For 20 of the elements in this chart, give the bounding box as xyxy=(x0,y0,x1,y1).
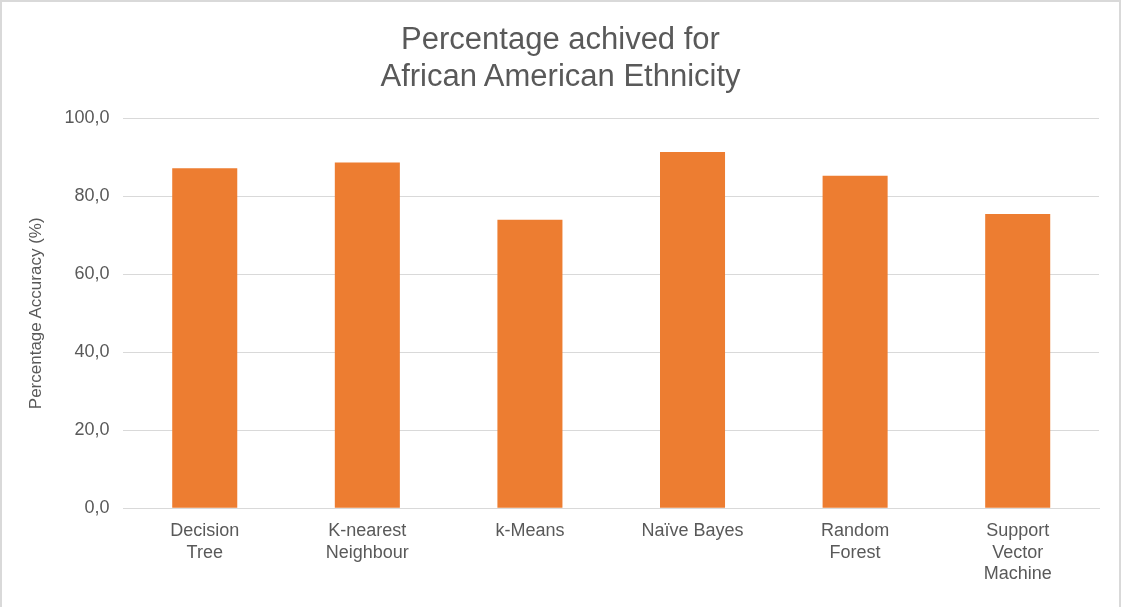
y-tick-label: 60,0 xyxy=(74,263,110,284)
bar xyxy=(660,151,726,508)
x-tick-label: Support Vector Machine xyxy=(983,519,1052,584)
bar xyxy=(172,168,238,508)
x-tick-label: Random Forest xyxy=(821,519,890,562)
bar xyxy=(985,213,1051,508)
y-tick-label: 0,0 xyxy=(84,497,110,518)
x-tick-label: Decision Tree xyxy=(170,519,240,562)
x-tick-label: K-nearest Neighbour xyxy=(325,519,409,562)
bar xyxy=(822,175,888,508)
bar xyxy=(497,219,563,508)
chart-title: Percentage achived for African American Ethnicity xyxy=(380,21,742,94)
x-tick-label: Naïve Bayes xyxy=(641,519,744,540)
y-tick-label: 80,0 xyxy=(74,185,110,206)
y-tick-label: 40,0 xyxy=(74,341,110,362)
x-tick-label: k-Means xyxy=(495,519,565,540)
y-tick-label: 20,0 xyxy=(74,419,110,440)
y-axis-title: Percentage Accuracy (%) xyxy=(25,217,45,410)
bar xyxy=(334,162,400,508)
y-tick-label: 100,0 xyxy=(64,107,110,128)
